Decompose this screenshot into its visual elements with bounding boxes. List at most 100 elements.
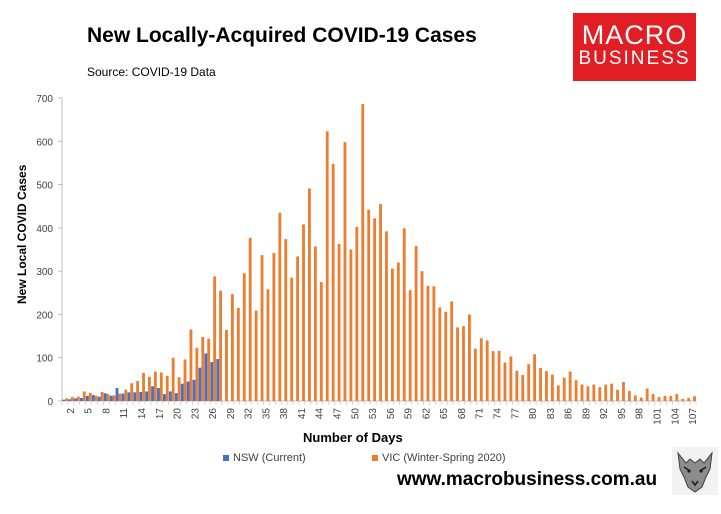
vic-bar — [473, 348, 477, 401]
x-tick-label: 107 — [688, 408, 699, 425]
x-tick-label: 68 — [457, 408, 468, 420]
y-axis-label: New Local COVID Cases — [15, 164, 29, 304]
vic-bar — [165, 375, 169, 401]
x-tick-label: 101 — [652, 408, 663, 425]
vic-bar — [201, 336, 205, 401]
vic-bar — [556, 385, 560, 401]
nsw-bar — [121, 393, 125, 401]
vic-bar — [355, 226, 359, 401]
y-tick-label: 0 — [47, 397, 53, 408]
vic-bar — [325, 131, 329, 401]
x-tick-label: 17 — [155, 408, 166, 420]
vic-bar — [693, 396, 696, 401]
nsw-bar — [210, 362, 214, 401]
nsw-bar — [168, 391, 172, 401]
vic-bar — [331, 163, 335, 401]
x-tick-label: 35 — [261, 408, 272, 420]
x-tick-label: 32 — [244, 408, 255, 420]
vic-bar — [302, 224, 305, 401]
vic-bar — [681, 398, 685, 401]
nsw-bar — [80, 397, 83, 401]
x-tick-label: 29 — [226, 408, 237, 420]
vic-bar — [153, 371, 157, 401]
y-tick-label: 100 — [36, 354, 53, 365]
x-tick-label: 80 — [528, 408, 539, 420]
vic-bar — [610, 383, 614, 401]
vic-bar — [313, 246, 317, 401]
x-tick-label: 11 — [119, 408, 130, 419]
vic-bar — [112, 395, 116, 401]
legend-label-vic: VIC (Winter-Spring 2020) — [382, 452, 506, 464]
x-tick-label: 38 — [279, 408, 290, 420]
x-axis-label: Number of Days — [303, 430, 403, 445]
vic-bar — [598, 387, 602, 401]
vic-bar — [444, 311, 448, 401]
vic-bar — [296, 256, 300, 401]
vic-bar — [379, 204, 382, 401]
nsw-bar — [198, 367, 202, 401]
vic-bar — [284, 239, 288, 401]
nsw-bar — [145, 391, 149, 401]
vic-bar — [414, 246, 418, 401]
vic-bar — [230, 294, 234, 401]
y-tick-label: 700 — [36, 94, 53, 105]
vic-bar — [550, 374, 554, 401]
nsw-bar — [151, 386, 154, 401]
vic-bar — [308, 188, 311, 401]
legend-swatch-vic — [372, 455, 378, 461]
vic-bar — [545, 371, 548, 401]
vic-bar — [396, 262, 400, 401]
vic-bar — [533, 354, 537, 401]
nsw-bar — [74, 398, 77, 401]
nsw-bar — [85, 395, 89, 401]
vic-bar — [663, 395, 667, 401]
nsw-bar — [186, 381, 190, 401]
nsw-bar — [91, 394, 95, 401]
website-url: www.macrobusiness.com.au — [397, 469, 658, 490]
vic-bar — [76, 396, 80, 401]
vic-bar — [71, 397, 74, 401]
x-tick-label: 86 — [564, 408, 575, 420]
x-tick-label: 53 — [368, 408, 379, 420]
x-tick-label: 98 — [635, 408, 646, 420]
vic-bar — [485, 340, 489, 401]
vic-bar — [148, 376, 151, 401]
x-tick-label: 23 — [190, 408, 201, 420]
vic-bar — [337, 243, 341, 401]
vic-bar — [361, 104, 365, 401]
x-tick-label: 14 — [137, 408, 148, 420]
nsw-bar — [62, 399, 66, 401]
logo-line-1: MACRO — [581, 20, 688, 50]
vic-bar — [385, 231, 388, 401]
vic-bar — [367, 209, 371, 401]
x-tick-label: 5 — [84, 408, 95, 414]
chart-title: New Locally-Acquired COVID-19 Cases — [87, 24, 477, 47]
x-tick-label: 65 — [439, 408, 450, 420]
vic-bar — [586, 386, 590, 401]
x-tick-label: 20 — [173, 408, 184, 420]
vic-bar — [219, 290, 222, 401]
vic-bar — [527, 364, 531, 401]
vic-bar — [278, 212, 282, 401]
nsw-bar — [68, 399, 72, 401]
x-tick-label: 26 — [208, 408, 219, 420]
vic-bar — [426, 285, 430, 401]
vic-bar — [159, 372, 163, 401]
vic-bar — [432, 286, 436, 401]
vic-bar — [236, 307, 240, 401]
y-tick-label: 500 — [36, 181, 53, 192]
nsw-bar — [109, 395, 113, 401]
vic-bar — [402, 228, 406, 401]
vic-bar — [177, 377, 181, 401]
vic-bar — [260, 255, 264, 401]
nsw-bar — [180, 383, 184, 401]
vic-bar — [189, 329, 193, 401]
x-tick-label: 47 — [333, 408, 344, 420]
legend-item-vic: VIC (Winter-Spring 2020) — [372, 452, 506, 464]
x-tick-label: 2 — [66, 408, 77, 414]
legend-label-nsw: NSW (Current) — [233, 452, 306, 464]
vic-bar — [373, 218, 377, 401]
vic-bar — [248, 237, 252, 401]
x-tick-label: 56 — [386, 408, 397, 420]
